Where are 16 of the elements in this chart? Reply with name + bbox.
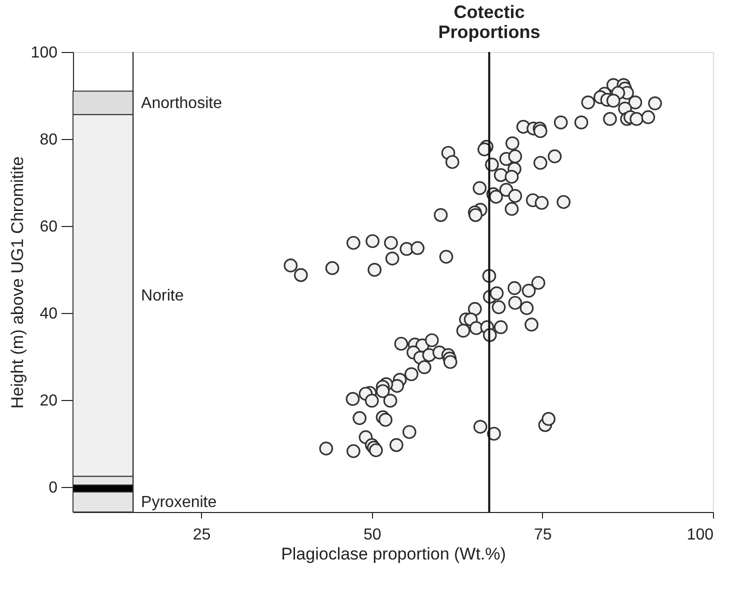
- x-tick-label: 25: [192, 526, 211, 544]
- y-tick-label: 40: [40, 305, 58, 322]
- x-axis-title: Plagioclase proportion (Wt.%): [281, 544, 506, 564]
- x-tick-label: 100: [686, 526, 714, 544]
- x-tick-label: 50: [363, 526, 382, 544]
- y-tick-label: 0: [48, 479, 58, 496]
- band-label: Pyroxenite: [141, 494, 217, 511]
- y-tick-label: 60: [40, 218, 58, 236]
- y-axis-title: Height (m) above UG1 Chromitite: [8, 156, 27, 409]
- band-label: Anorthosite: [141, 94, 222, 112]
- y-tick-label: 20: [40, 392, 58, 410]
- y-tick-label: 80: [40, 131, 58, 148]
- y-tick-label: 100: [30, 44, 58, 62]
- ref-line-label: Cotectic Proportions: [438, 2, 540, 42]
- x-tick-label: 75: [534, 526, 552, 544]
- band-label: Norite: [141, 287, 184, 304]
